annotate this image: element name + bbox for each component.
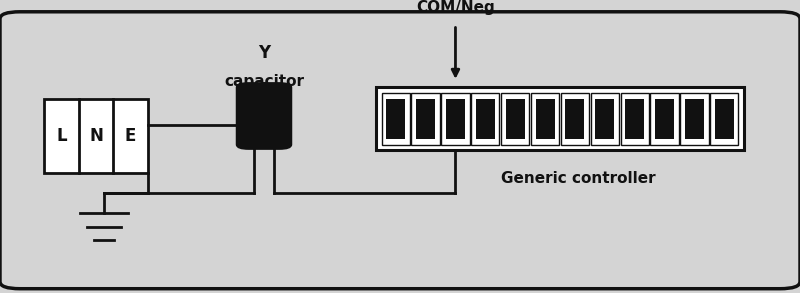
Bar	[44, 99, 148, 173]
Bar	[501, 93, 530, 145]
Bar	[531, 93, 559, 145]
FancyBboxPatch shape	[237, 83, 291, 149]
Bar	[416, 99, 435, 139]
Bar	[710, 93, 738, 145]
Bar	[471, 93, 499, 145]
Bar	[535, 99, 554, 139]
FancyBboxPatch shape	[0, 12, 800, 289]
Bar	[714, 99, 734, 139]
Bar	[442, 93, 470, 145]
Text: L: L	[56, 127, 66, 145]
Bar	[650, 93, 678, 145]
Bar	[566, 99, 585, 139]
Bar	[446, 99, 465, 139]
Bar	[621, 93, 649, 145]
Bar	[655, 99, 674, 139]
Bar	[411, 93, 440, 145]
Bar	[386, 99, 406, 139]
Bar	[625, 99, 644, 139]
Text: E: E	[125, 127, 136, 145]
Text: Y: Y	[258, 44, 270, 62]
Text: N: N	[89, 127, 103, 145]
Bar	[506, 99, 525, 139]
Text: COM/Neg: COM/Neg	[416, 0, 495, 15]
Bar	[561, 93, 589, 145]
Bar	[590, 93, 619, 145]
Text: Generic controller: Generic controller	[501, 171, 656, 186]
Bar	[680, 93, 709, 145]
Bar	[476, 99, 495, 139]
Bar	[595, 99, 614, 139]
Text: capacitor: capacitor	[224, 74, 304, 89]
Bar	[376, 87, 744, 150]
Bar	[685, 99, 704, 139]
Bar	[382, 93, 410, 145]
